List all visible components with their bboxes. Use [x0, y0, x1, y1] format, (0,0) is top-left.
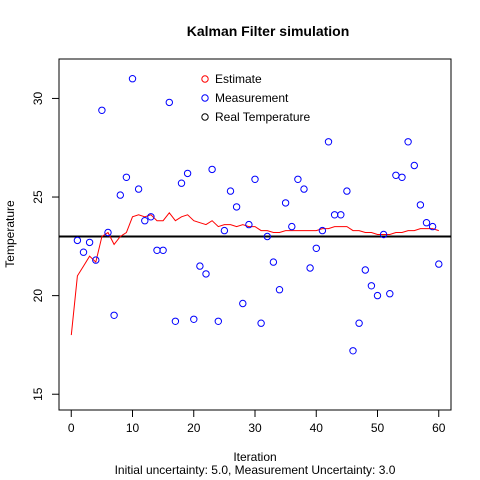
measurement-point — [294, 175, 302, 184]
measurement-points — [73, 75, 443, 355]
measurement-point — [171, 317, 180, 325]
measurement-point — [239, 299, 247, 308]
legend-estimate-marker — [201, 75, 209, 83]
x-tick-label: 60 — [432, 421, 446, 435]
measurement-point — [226, 187, 235, 195]
measurement-point — [398, 173, 406, 182]
measurement-point — [435, 260, 443, 268]
measurement-point — [416, 201, 425, 209]
measurement-point — [85, 238, 94, 247]
measurement-point — [349, 347, 357, 355]
measurement-point — [122, 173, 131, 182]
measurement-point — [232, 203, 241, 211]
x-tick-label: 50 — [371, 421, 385, 435]
legend-measurement-label: Measurement — [215, 91, 289, 105]
measurement-point — [110, 311, 118, 319]
measurement-point — [275, 286, 284, 294]
measurement-point — [116, 191, 125, 199]
y-axis-label: Temperature — [3, 200, 17, 268]
measurement-point — [190, 315, 198, 323]
measurement-point — [367, 282, 376, 290]
measurement-point — [324, 138, 333, 146]
y-tick-label: 30 — [31, 91, 45, 105]
measurement-point — [422, 219, 431, 227]
measurement-point — [392, 171, 400, 180]
measurement-point — [251, 175, 259, 184]
measurement-point — [104, 228, 112, 237]
chart-subtitle: Initial uncertainty: 5.0, Measurement Un… — [115, 463, 396, 477]
estimate-line — [70, 211, 439, 336]
y-tick-label: 20 — [31, 289, 45, 303]
measurement-point — [404, 138, 412, 146]
measurement-point — [245, 220, 253, 229]
x-tick-label: 40 — [310, 421, 324, 435]
measurement-point — [428, 222, 437, 231]
chart-title: Kalman Filter simulation — [187, 23, 350, 39]
measurement-point — [220, 226, 229, 235]
measurement-point — [361, 266, 369, 274]
measurement-point — [202, 270, 210, 278]
x-axis-label: Iteration — [233, 450, 276, 464]
measurement-point — [330, 211, 339, 219]
measurement-point — [79, 248, 88, 256]
measurement-point — [355, 319, 363, 327]
measurement-point — [337, 211, 345, 219]
y-tick-label: 25 — [31, 190, 45, 204]
measurement-point — [183, 169, 192, 178]
x-axis: 0 10 20 30 40 50 60 — [68, 409, 446, 435]
x-tick-label: 30 — [248, 421, 262, 435]
measurement-point — [92, 256, 100, 264]
legend-real-temperature-marker — [201, 113, 209, 121]
y-axis: 15 20 25 30 — [31, 91, 60, 401]
measurement-point — [263, 232, 271, 241]
measurement-point — [177, 179, 186, 187]
measurement-point — [312, 244, 320, 253]
measurement-point — [196, 262, 204, 270]
measurement-point — [165, 98, 174, 107]
legend-real-temperature-label: Real Temperature — [215, 110, 310, 124]
measurement-point — [73, 236, 82, 245]
measurement-point — [147, 213, 155, 221]
measurement-point — [141, 217, 149, 225]
measurement-point — [373, 291, 382, 300]
x-tick-label: 20 — [187, 421, 201, 435]
measurement-point — [214, 317, 223, 325]
measurement-point — [318, 226, 327, 235]
measurement-point — [134, 185, 143, 193]
measurement-point — [153, 246, 161, 255]
measurement-point — [288, 222, 296, 231]
measurement-point — [379, 230, 388, 239]
measurement-point — [306, 264, 314, 272]
y-tick-label: 15 — [31, 387, 45, 401]
measurement-point — [386, 290, 394, 298]
measurement-point — [208, 165, 216, 174]
legend: Estimate Measurement Real Temperature — [201, 72, 310, 124]
measurement-point — [128, 75, 137, 83]
legend-estimate-label: Estimate — [215, 72, 262, 86]
measurement-point — [269, 258, 278, 266]
x-tick-label: 10 — [126, 421, 140, 435]
measurement-point — [257, 319, 265, 327]
legend-measurement-marker — [201, 94, 209, 102]
measurement-point — [98, 106, 106, 115]
measurement-point — [343, 187, 351, 195]
x-tick-label: 0 — [68, 421, 75, 435]
measurement-point — [159, 246, 167, 255]
measurement-point — [410, 161, 418, 170]
measurement-point — [281, 199, 290, 207]
measurement-point — [300, 185, 308, 193]
